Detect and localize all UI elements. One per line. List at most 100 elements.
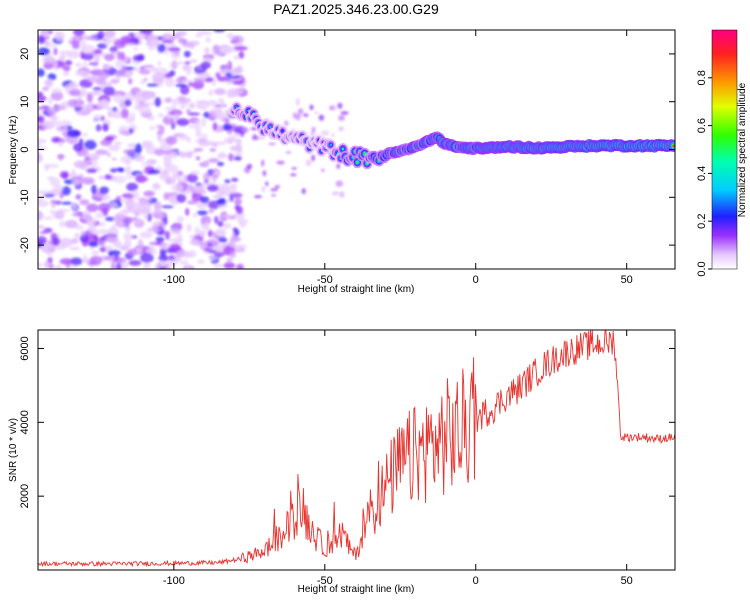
spectrogram-noise-blob (133, 217, 137, 221)
spectrogram-noise-blob (154, 148, 166, 156)
spectrogram-noise-blob (113, 93, 124, 103)
spectrogram-noise-blob (71, 39, 80, 49)
y-tick-label: 2000 (19, 484, 31, 508)
spectrogram-noise-blob (214, 88, 226, 96)
spectrogram-noise-blob (337, 102, 343, 109)
spectrogram-noise-blob (338, 115, 345, 121)
spectrogram-noise-blob (214, 215, 219, 224)
spectrogram-noise-blob (224, 179, 231, 184)
spectrogram-noise-blob (55, 31, 65, 42)
spectrogram-ridge-cell (356, 160, 359, 164)
spectrogram-noise-blob (100, 38, 108, 42)
spectrogram-noise-blob (138, 197, 146, 203)
spectrogram-noise-blob (86, 203, 99, 213)
spectrogram-noise-blob (59, 237, 73, 248)
spectrogram-noise-blob (73, 160, 88, 169)
colorbar-tick-label: 0.4 (696, 166, 708, 181)
spectrogram-noise-blob (180, 97, 192, 104)
spectrogram-noise-blob (58, 120, 72, 126)
spectrogram-noise-blob (99, 246, 107, 253)
y-tick-label: -10 (19, 189, 31, 205)
spectrogram-noise-blob (75, 194, 82, 200)
spectrogram-noise-blob (117, 168, 125, 173)
spectrogram-noise-blob (87, 161, 92, 165)
spectrogram-noise-blob (179, 260, 189, 266)
spectrogram-noise-blob (176, 233, 183, 242)
spectrogram-noise-blob (208, 254, 218, 261)
spectrogram-noise-blob (143, 191, 155, 197)
spectrogram-noise-blob (270, 193, 277, 197)
spectrogram-noise-blob (95, 124, 102, 132)
spectrogram-noise-blob (320, 130, 330, 136)
spectrogram-noise-blob (261, 185, 266, 193)
spectrogram-noise-blob (120, 108, 129, 119)
spectrogram-noise-blob (176, 250, 190, 257)
colorbar-tick-label: 0.6 (696, 118, 708, 133)
spectrogram-noise-blob (51, 88, 63, 94)
spectrogram-noise-blob (104, 174, 112, 180)
spectrogram-noise-blob (230, 67, 240, 76)
spectrogram-y-axis-title: Frequency (Hz) (8, 116, 19, 185)
spectrogram-noise-blob (232, 227, 238, 233)
spectrogram-noise-blob (123, 240, 132, 250)
spectrogram-noise-blob (50, 91, 64, 101)
y-tick-label: 20 (19, 48, 31, 60)
spectrogram-noise-blob (44, 78, 54, 88)
spectrogram-noise-blob (200, 117, 207, 128)
spectrogram-noise-blob (113, 175, 126, 184)
spectrogram-noise-blob (318, 114, 325, 121)
spectrogram-noise-blob (116, 51, 122, 60)
spectrogram-noise-blob (80, 40, 87, 51)
spectrogram-ridge-cell (341, 147, 345, 151)
spectrogram-noise-blob (161, 40, 174, 44)
spectrogram-noise-blob (189, 59, 198, 63)
spectrogram-noise-blob (102, 123, 109, 132)
spectrogram-noise-blob (232, 80, 245, 85)
spectrogram-noise-blob (108, 202, 118, 209)
spectrogram-noise-blob (294, 113, 301, 121)
spectrogram-noise-blob (45, 163, 60, 168)
spectrogram-noise-blob (221, 214, 234, 218)
spectrogram-noise-blob (123, 232, 133, 242)
spectrogram-noise-blob (54, 264, 63, 269)
spectrogram-noise-blob (58, 153, 63, 161)
spectrogram-noise-blob (207, 229, 213, 238)
spectrogram-noise-blob (165, 136, 178, 145)
spectrogram-noise-blob (54, 104, 66, 111)
spectrogram-noise-blob (133, 104, 144, 111)
spectrogram-noise-blob (85, 104, 92, 109)
spectrogram-noise-blob (130, 235, 138, 239)
spectrogram-noise-blob (167, 259, 178, 266)
spectrogram-noise-blob (205, 36, 211, 43)
snr-series-line (38, 330, 675, 568)
spectrogram-noise-blob (141, 162, 154, 167)
spectrogram-noise-blob (234, 156, 242, 161)
spectrogram-noise-blob (226, 257, 233, 263)
spectrogram-noise-blob (204, 221, 209, 230)
spectrogram-noise-blob (38, 210, 44, 221)
spectrogram-noise-blob (214, 140, 227, 146)
spectrogram-noise-blob (151, 72, 166, 83)
spectrogram-noise-blob (203, 111, 210, 119)
spectrogram-noise-blob (39, 230, 49, 235)
spectrogram-noise-blob (47, 256, 53, 264)
spectrogram-noise-blob (195, 103, 205, 109)
spectrogram-noise-blob (198, 229, 206, 238)
spectrogram-noise-blob (217, 197, 227, 206)
spectrogram-noise-blob (143, 77, 149, 82)
spectrogram-noise-blob (134, 152, 142, 162)
spectrogram-noise-blob (172, 172, 180, 180)
spectrogram-noise-blob (164, 72, 174, 79)
spectrogram-noise-blob (93, 114, 102, 122)
spectrogram-noise-blob (196, 210, 208, 216)
spectrogram-noise-blob (268, 142, 276, 146)
spectrogram-noise-blob (44, 44, 57, 48)
y-tick-label: 0 (19, 146, 31, 152)
spectrogram-noise-blob (163, 217, 168, 225)
spectrogram-noise-blob (134, 66, 140, 72)
spectrogram-noise-blob (199, 196, 210, 204)
spectrogram-noise-blob (194, 226, 200, 236)
spectrogram-noise-blob (186, 67, 192, 76)
y-tick-label: 6000 (19, 336, 31, 360)
spectrogram-noise-blob (61, 201, 73, 205)
